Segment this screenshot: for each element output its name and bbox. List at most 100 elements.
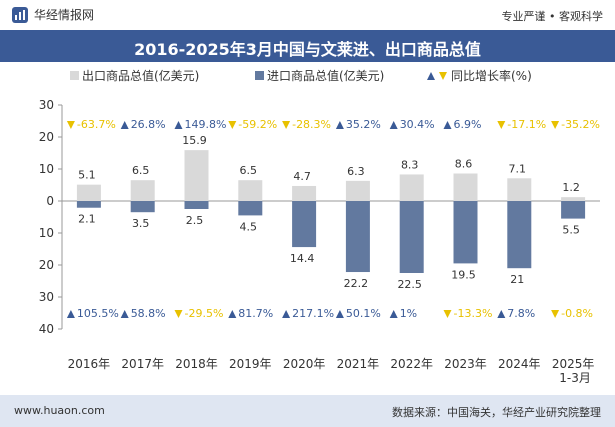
- x-tick-label: 2017年: [121, 357, 164, 371]
- import-bar: [507, 201, 532, 269]
- import-growth-up-icon: [120, 310, 129, 318]
- import-value-label: 4.5: [240, 220, 258, 233]
- chart-title: 2016-2025年3月中国与文莱进、出口商品总值: [134, 40, 481, 59]
- import-growth-up-icon: [66, 310, 75, 318]
- export-value-label: 7.1: [509, 162, 527, 175]
- import-value-label: 22.5: [397, 278, 422, 291]
- export-value-label: 6.3: [347, 165, 365, 178]
- y-tick-label: 10: [39, 226, 54, 240]
- import-value-label: 3.5: [132, 217, 150, 230]
- export-bar: [561, 197, 586, 201]
- import-growth-label: 7.8%: [507, 307, 535, 320]
- export-value-label: 6.5: [240, 164, 258, 177]
- import-value-label: 14.4: [290, 252, 315, 265]
- export-value-label: 8.3: [401, 158, 419, 171]
- import-value-label: 22.2: [344, 277, 369, 290]
- export-bar: [292, 185, 317, 201]
- export-value-label: 4.7: [293, 170, 311, 183]
- export-value-label: 1.2: [562, 181, 580, 194]
- export-growth-label: 30.4%: [400, 118, 435, 131]
- export-growth-down-icon: [66, 121, 75, 129]
- y-tick-label: 20: [39, 130, 54, 144]
- export-growth-label: -59.2%: [238, 118, 277, 131]
- import-growth-up-icon: [228, 310, 237, 318]
- brand-name: 华经情报网: [34, 8, 95, 22]
- footer: www.huaon.com 数据来源：中国海关，华经产业研究院整理: [0, 395, 615, 427]
- x-tick-label: 2024年: [498, 357, 541, 371]
- x-tick-label: 2022年: [390, 357, 433, 371]
- import-growth-up-icon: [282, 310, 291, 318]
- brand: 华经情报网: [12, 6, 94, 23]
- import-growth-label: 81.7%: [238, 307, 273, 320]
- import-value-label: 5.5: [562, 224, 580, 237]
- huajing-logo-icon: [12, 6, 28, 23]
- import-growth-label: -13.3%: [454, 307, 493, 320]
- export-growth-label: 26.8%: [131, 118, 166, 131]
- import-growth-down-icon: [174, 310, 183, 318]
- legend-up-triangle-icon: [427, 72, 435, 80]
- x-tick-label: 2025年 1-3月: [552, 357, 595, 385]
- export-bar: [238, 180, 263, 201]
- legend-growth-label: 同比增长率(%): [451, 68, 532, 83]
- top-bar: 华经情报网 专业严谨 • 客观科学: [0, 0, 615, 30]
- export-growth-label: 35.2%: [346, 118, 381, 131]
- export-growth-label: -17.1%: [507, 118, 546, 131]
- data-source: 数据来源：中国海关，华经产业研究院整理: [392, 406, 601, 419]
- import-growth-down-icon: [551, 310, 560, 318]
- legend: 出口商品总值(亿美元) 进口商品总值(亿美元) 同比增长率(%): [70, 68, 532, 83]
- export-growth-label: 149.8%: [185, 118, 227, 131]
- export-bar: [76, 184, 101, 201]
- y-tick-label: 40: [39, 322, 54, 336]
- import-growth-label: 105.5%: [77, 307, 119, 320]
- y-tick-label: 10: [39, 162, 54, 176]
- x-tick-label: 2021年: [337, 357, 380, 371]
- x-tick-label: 2018年: [175, 357, 218, 371]
- export-value-label: 15.9: [182, 134, 207, 147]
- export-growth-down-icon: [551, 121, 560, 129]
- import-bar: [292, 201, 317, 248]
- export-bar: [345, 180, 370, 201]
- x-tick-label: 2016年: [68, 357, 111, 371]
- legend-export-swatch: [70, 71, 79, 80]
- import-bar: [238, 201, 263, 216]
- import-growth-label: 50.1%: [346, 307, 381, 320]
- y-tick-label: 0: [46, 194, 54, 208]
- x-tick-label: 2019年: [229, 357, 272, 371]
- export-growth-label: 6.9%: [454, 118, 482, 131]
- import-value-label: 2.1: [78, 213, 96, 226]
- export-value-label: 6.5: [132, 164, 150, 177]
- legend-import-swatch: [255, 71, 264, 80]
- x-tick-label: 2020年: [283, 357, 326, 371]
- import-growth-up-icon: [335, 310, 344, 318]
- import-growth-label: -29.5%: [185, 307, 224, 320]
- export-growth-up-icon: [443, 121, 452, 129]
- import-bar: [130, 201, 155, 213]
- tagline: 专业严谨 • 客观科学: [501, 10, 603, 23]
- export-growth-down-icon: [228, 121, 237, 129]
- export-growth-label: -35.2%: [561, 118, 600, 131]
- import-growth-up-icon: [497, 310, 506, 318]
- y-tick-label: 30: [39, 98, 54, 112]
- export-growth-up-icon: [120, 121, 129, 129]
- import-value-label: 21: [510, 273, 524, 286]
- export-growth-down-icon: [282, 121, 291, 129]
- y-tick-label: 20: [39, 258, 54, 272]
- chart: 出口商品总值(亿美元) 进口商品总值(亿美元) 同比增长率(%) 30 20 10 0…: [39, 68, 600, 385]
- import-bar: [453, 201, 478, 264]
- import-growth-label: 1%: [400, 307, 417, 320]
- export-growth-up-icon: [335, 121, 344, 129]
- export-bar: [453, 173, 478, 201]
- export-growth-up-icon: [174, 121, 183, 129]
- site-url: www.huaon.com: [14, 404, 105, 417]
- export-bar: [399, 174, 424, 201]
- export-bar: [184, 150, 209, 201]
- import-bar: [76, 201, 101, 208]
- import-growth-down-icon: [443, 310, 452, 318]
- import-bar: [399, 201, 424, 273]
- export-growth-label: -63.7%: [77, 118, 116, 131]
- export-value-label: 8.6: [455, 157, 473, 170]
- legend-import-label: 进口商品总值(亿美元): [267, 68, 384, 83]
- export-value-label: 5.1: [78, 169, 96, 182]
- export-growth-label: -28.3%: [292, 118, 331, 131]
- import-growth-up-icon: [389, 310, 398, 318]
